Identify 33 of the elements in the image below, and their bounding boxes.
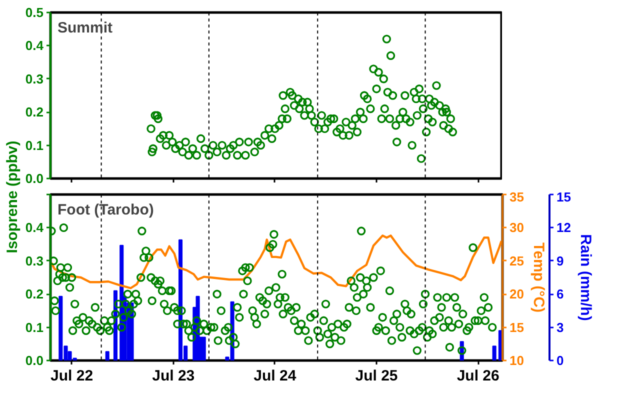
- y-tick-label: 0.0: [25, 171, 44, 186]
- y-tick-label: 0.5: [25, 5, 44, 20]
- y-tick-label: 0.1: [25, 320, 44, 335]
- y3-tick-label: 9: [556, 253, 564, 268]
- x-tick-label: Jul 25: [355, 368, 398, 384]
- y-axis-title: Isoprene (ppbv): [4, 140, 22, 254]
- y-tick-label: 0.4: [25, 220, 44, 236]
- y-tick-label: 0.2: [25, 104, 44, 120]
- x-tick-label: Jul 22: [50, 368, 94, 384]
- y-tick-label: 0.1: [25, 138, 44, 153]
- x-tick-label: Jul 24: [254, 368, 297, 384]
- y3-tick-label: 12: [556, 220, 571, 236]
- y3-tick-label: 3: [556, 320, 564, 335]
- y3-axis-title: Rain (mm/h): [576, 234, 594, 321]
- y-tick-label: 0.2: [25, 286, 44, 302]
- y3-tick-label: 15: [556, 190, 571, 204]
- y-tick-label: 0.3: [25, 71, 44, 86]
- y3-tick-label: 0: [556, 353, 564, 368]
- y-tick-label: 0.3: [25, 253, 44, 268]
- y2-tick-label: 15: [510, 320, 524, 335]
- x-tick-label: Jul 23: [152, 368, 195, 384]
- x-tick-label: Jul 26: [456, 368, 500, 384]
- y2-axis-title: Temp (°C): [530, 242, 547, 312]
- y2-tick-label: 10: [510, 353, 524, 368]
- y2-tick-label: 20: [510, 286, 524, 302]
- y-tick-label: 0.0: [25, 353, 44, 368]
- text: Foot (Tarobo): [58, 202, 154, 218]
- y3-tick-label: 6: [556, 286, 564, 302]
- y-tick-label: 0.4: [25, 38, 44, 54]
- y2-tick-label: 25: [510, 253, 524, 268]
- text: Summit: [58, 20, 113, 36]
- y2-tick-label: 35: [510, 190, 524, 204]
- y2-tick-label: 30: [510, 220, 524, 236]
